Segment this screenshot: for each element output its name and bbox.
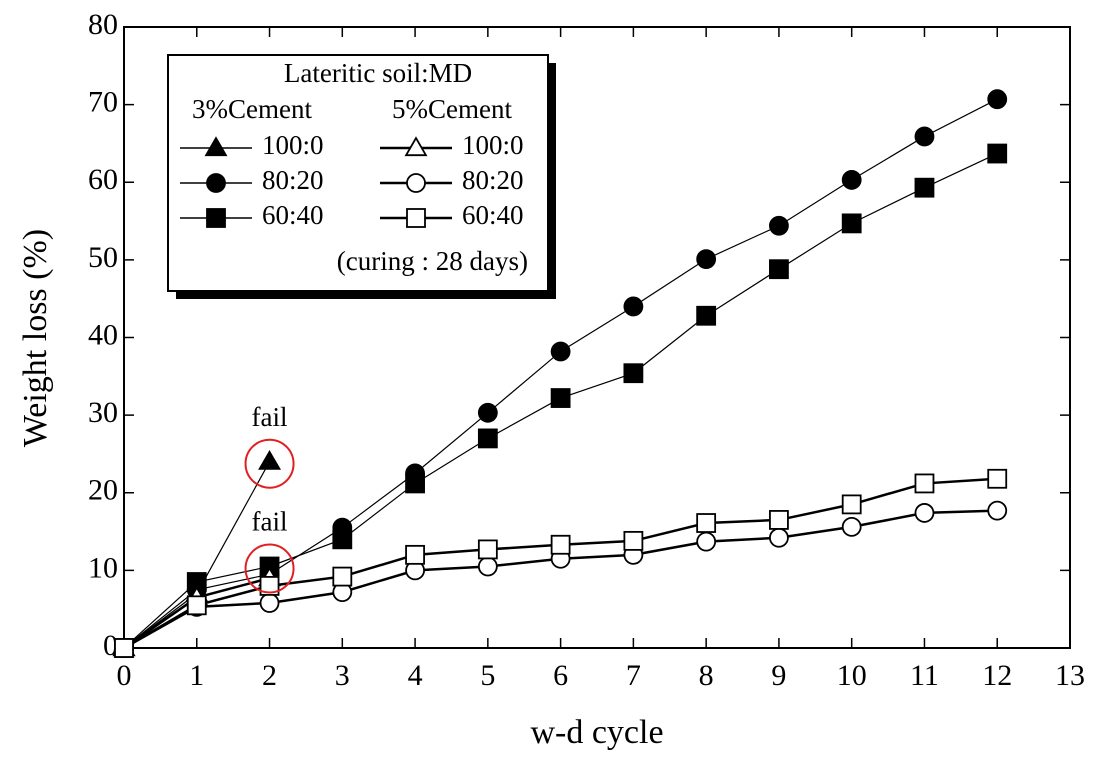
legend-label: 60:40: [462, 200, 524, 230]
marker: [259, 593, 280, 613]
x-tick-label: 3: [335, 659, 350, 692]
marker: [841, 213, 862, 234]
marker: [841, 494, 862, 515]
legend-label: 100:0: [262, 130, 324, 160]
legend-label: 80:20: [462, 165, 524, 195]
marker: [841, 517, 862, 537]
marker: [114, 638, 134, 658]
x-tick-label: 10: [837, 659, 867, 692]
marker: [769, 510, 789, 530]
x-tick-label: 2: [262, 659, 277, 692]
marker: [696, 249, 717, 269]
marker: [623, 530, 644, 551]
marker: [841, 170, 862, 190]
marker: [987, 468, 1008, 489]
marker: [332, 566, 353, 587]
marker: [914, 177, 935, 198]
marker: [206, 173, 226, 193]
marker: [623, 296, 644, 317]
y-tick-label: 40: [88, 318, 118, 351]
marker: [405, 544, 425, 565]
legend-group: 5%Cement: [392, 94, 512, 124]
fail-circle: [244, 438, 295, 489]
series-line: [123, 461, 271, 649]
y-tick-label: 20: [88, 474, 118, 507]
legend-label: 80:20: [262, 165, 324, 195]
note: (curing : 28 days): [337, 246, 528, 276]
marker: [259, 576, 280, 596]
x-tick-label: 1: [189, 659, 204, 692]
marker: [914, 473, 935, 494]
x-tick-label: 6: [553, 659, 568, 692]
marker: [914, 126, 935, 147]
marker: [404, 136, 428, 157]
y-tick-label: 70: [88, 86, 118, 119]
marker: [332, 529, 353, 550]
marker: [914, 503, 935, 523]
legend-title: Lateritic soil:MD: [284, 58, 472, 88]
y-tick-label: 30: [88, 396, 118, 429]
y-tick-label: 10: [88, 551, 118, 584]
marker: [406, 173, 426, 193]
x-tick-label: 12: [982, 659, 1012, 692]
legend-box: [167, 54, 549, 292]
marker: [206, 208, 226, 228]
marker: [405, 473, 425, 494]
marker: [550, 388, 571, 408]
x-tick-label: 5: [480, 659, 495, 692]
marker: [987, 143, 1008, 164]
marker: [258, 450, 281, 470]
marker: [477, 402, 498, 423]
marker: [769, 527, 789, 548]
marker: [477, 428, 498, 449]
x-axis-label: w-d cycle: [530, 714, 663, 751]
x-tick-label: 7: [626, 659, 641, 692]
fail-circle: [244, 543, 295, 594]
y-tick-label: 60: [88, 163, 118, 196]
marker: [186, 595, 207, 616]
x-tick-label: 9: [771, 659, 786, 692]
legend-label: 100:0: [462, 130, 524, 160]
legend-label: 60:40: [262, 200, 324, 230]
plot-frame: [123, 26, 1071, 649]
marker: [550, 341, 571, 362]
legend-group: 3%Cement: [192, 94, 312, 124]
annotation: fail: [252, 402, 288, 432]
marker: [623, 363, 644, 384]
marker: [204, 136, 228, 157]
marker: [769, 259, 789, 280]
annotation: fail: [252, 507, 288, 537]
marker: [406, 208, 426, 228]
marker: [477, 556, 498, 577]
marker: [696, 513, 717, 533]
x-tick-label: 8: [699, 659, 714, 692]
x-tick-label: 11: [910, 659, 939, 692]
marker: [987, 89, 1008, 110]
y-axis-label: Weight loss (%): [17, 229, 54, 447]
marker: [696, 531, 717, 552]
y-tick-label: 80: [88, 8, 118, 41]
x-tick-label: 4: [408, 659, 423, 692]
marker: [550, 534, 571, 555]
x-tick-label: 0: [117, 659, 132, 692]
marker: [987, 500, 1008, 521]
marker: [696, 305, 717, 326]
y-tick-label: 50: [88, 241, 118, 274]
marker: [477, 539, 498, 560]
x-tick-label: 13: [1055, 659, 1085, 692]
marker: [769, 215, 789, 236]
